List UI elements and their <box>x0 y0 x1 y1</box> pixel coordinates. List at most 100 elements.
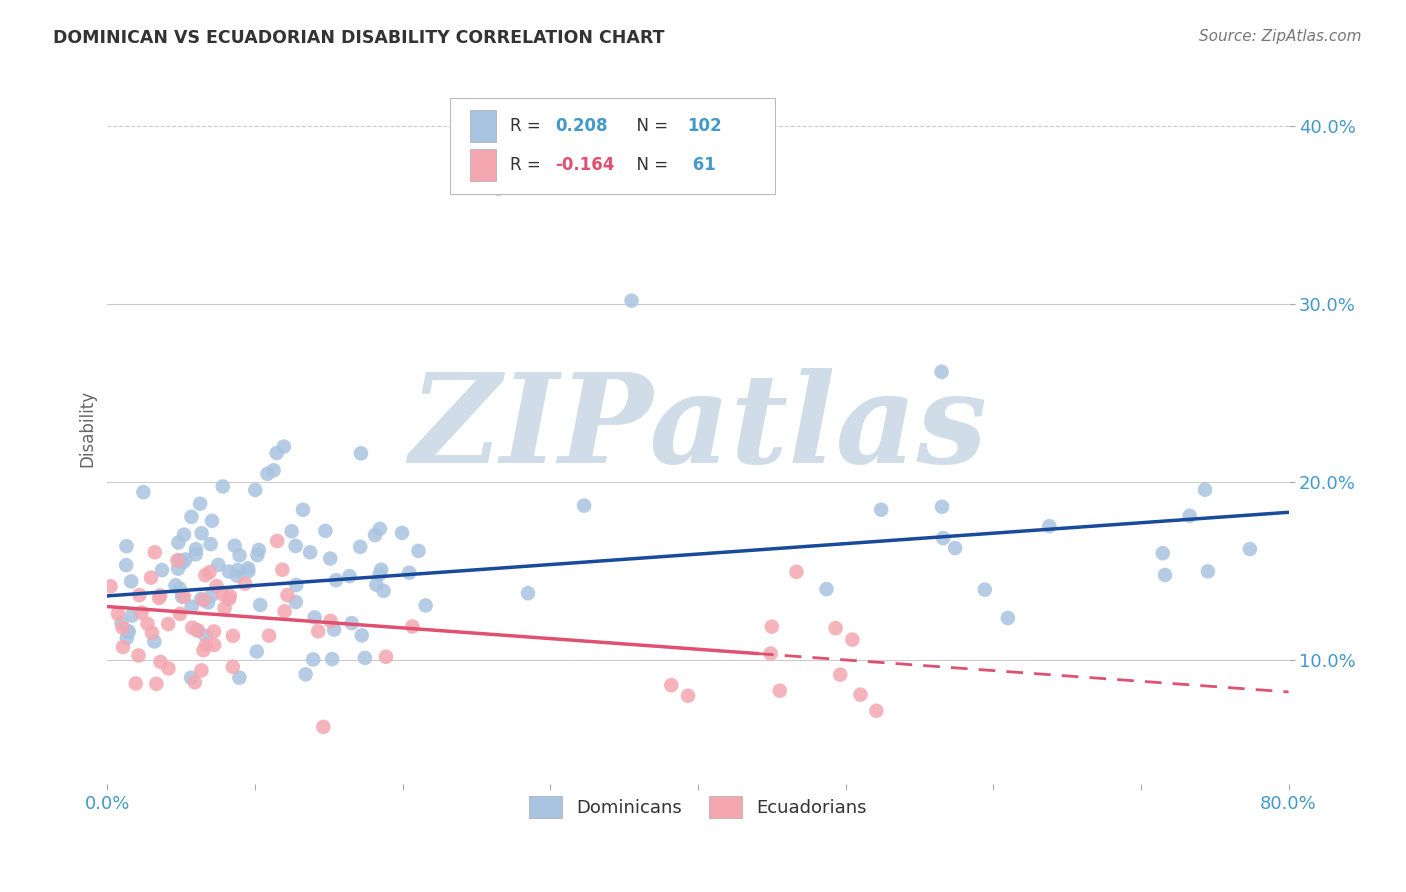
Point <box>132 485 155 500</box>
Point <box>167 561 190 575</box>
Point <box>759 647 782 661</box>
Point <box>121 608 143 623</box>
Point <box>408 544 430 558</box>
Point <box>190 664 212 678</box>
Point <box>245 483 267 497</box>
Point <box>271 563 294 577</box>
Point <box>200 537 222 551</box>
Point <box>180 671 202 685</box>
Point <box>368 522 391 536</box>
Point <box>157 661 180 675</box>
Point <box>997 611 1019 625</box>
Point <box>194 638 217 652</box>
Point <box>115 631 138 645</box>
Point <box>197 595 219 609</box>
Point <box>186 624 208 638</box>
Point <box>488 181 510 195</box>
Point <box>150 563 173 577</box>
Point <box>312 720 335 734</box>
Point <box>319 551 342 566</box>
Point <box>340 616 363 631</box>
Point <box>194 629 217 643</box>
Point <box>350 628 373 642</box>
Point <box>228 549 250 563</box>
Point <box>398 566 420 580</box>
Point <box>932 531 955 545</box>
Point <box>294 667 316 681</box>
Point <box>211 479 233 493</box>
Point <box>1178 508 1201 523</box>
Point <box>307 624 329 639</box>
Point <box>143 545 166 559</box>
Point <box>659 678 682 692</box>
Point <box>280 524 302 539</box>
Point <box>370 563 392 577</box>
Point <box>620 293 643 308</box>
Point <box>401 619 423 633</box>
Text: N =: N = <box>626 156 673 175</box>
Point <box>943 541 966 555</box>
Point <box>973 582 995 597</box>
Point <box>373 583 395 598</box>
Point <box>785 565 807 579</box>
Point <box>190 526 212 541</box>
Point <box>302 652 325 666</box>
Point <box>263 463 285 477</box>
Point <box>931 365 953 379</box>
Point <box>136 616 159 631</box>
Point <box>676 689 699 703</box>
Point <box>218 589 240 603</box>
Point <box>222 660 245 674</box>
Point <box>188 497 211 511</box>
Point <box>201 514 224 528</box>
Point <box>1197 565 1219 579</box>
Point <box>247 543 270 558</box>
Point <box>1194 483 1216 497</box>
Point <box>115 539 138 553</box>
Text: 61: 61 <box>688 156 716 175</box>
Point <box>249 598 271 612</box>
Point <box>368 567 391 582</box>
Point <box>107 607 129 621</box>
Point <box>228 671 250 685</box>
Y-axis label: Disability: Disability <box>79 390 96 467</box>
Point <box>273 604 295 618</box>
Point <box>314 524 336 538</box>
Point <box>111 640 134 654</box>
Point <box>224 539 246 553</box>
Point <box>226 563 249 577</box>
Point <box>169 607 191 621</box>
Point <box>266 533 288 548</box>
Point <box>931 500 953 514</box>
Point <box>172 556 194 570</box>
Point <box>181 621 204 635</box>
Point <box>202 638 225 652</box>
Point <box>172 590 194 604</box>
Point <box>304 610 326 624</box>
Point <box>173 590 195 604</box>
Point <box>117 625 139 640</box>
Point <box>256 467 278 481</box>
Point <box>207 558 229 572</box>
FancyBboxPatch shape <box>450 98 775 194</box>
Point <box>285 578 308 592</box>
Point <box>321 652 343 666</box>
Point <box>202 624 225 639</box>
Point <box>145 677 167 691</box>
Point <box>319 614 342 628</box>
Point <box>375 649 398 664</box>
Point <box>226 568 249 582</box>
Point <box>291 502 314 516</box>
Point <box>190 592 212 607</box>
Point <box>166 553 188 567</box>
Point <box>211 587 233 601</box>
Point <box>761 620 783 634</box>
Point <box>1152 546 1174 560</box>
Point <box>111 616 134 631</box>
Point <box>266 446 288 460</box>
Point <box>349 540 371 554</box>
Point <box>141 625 163 640</box>
Point <box>115 558 138 573</box>
Point <box>236 561 259 575</box>
Bar <box>470 111 496 143</box>
